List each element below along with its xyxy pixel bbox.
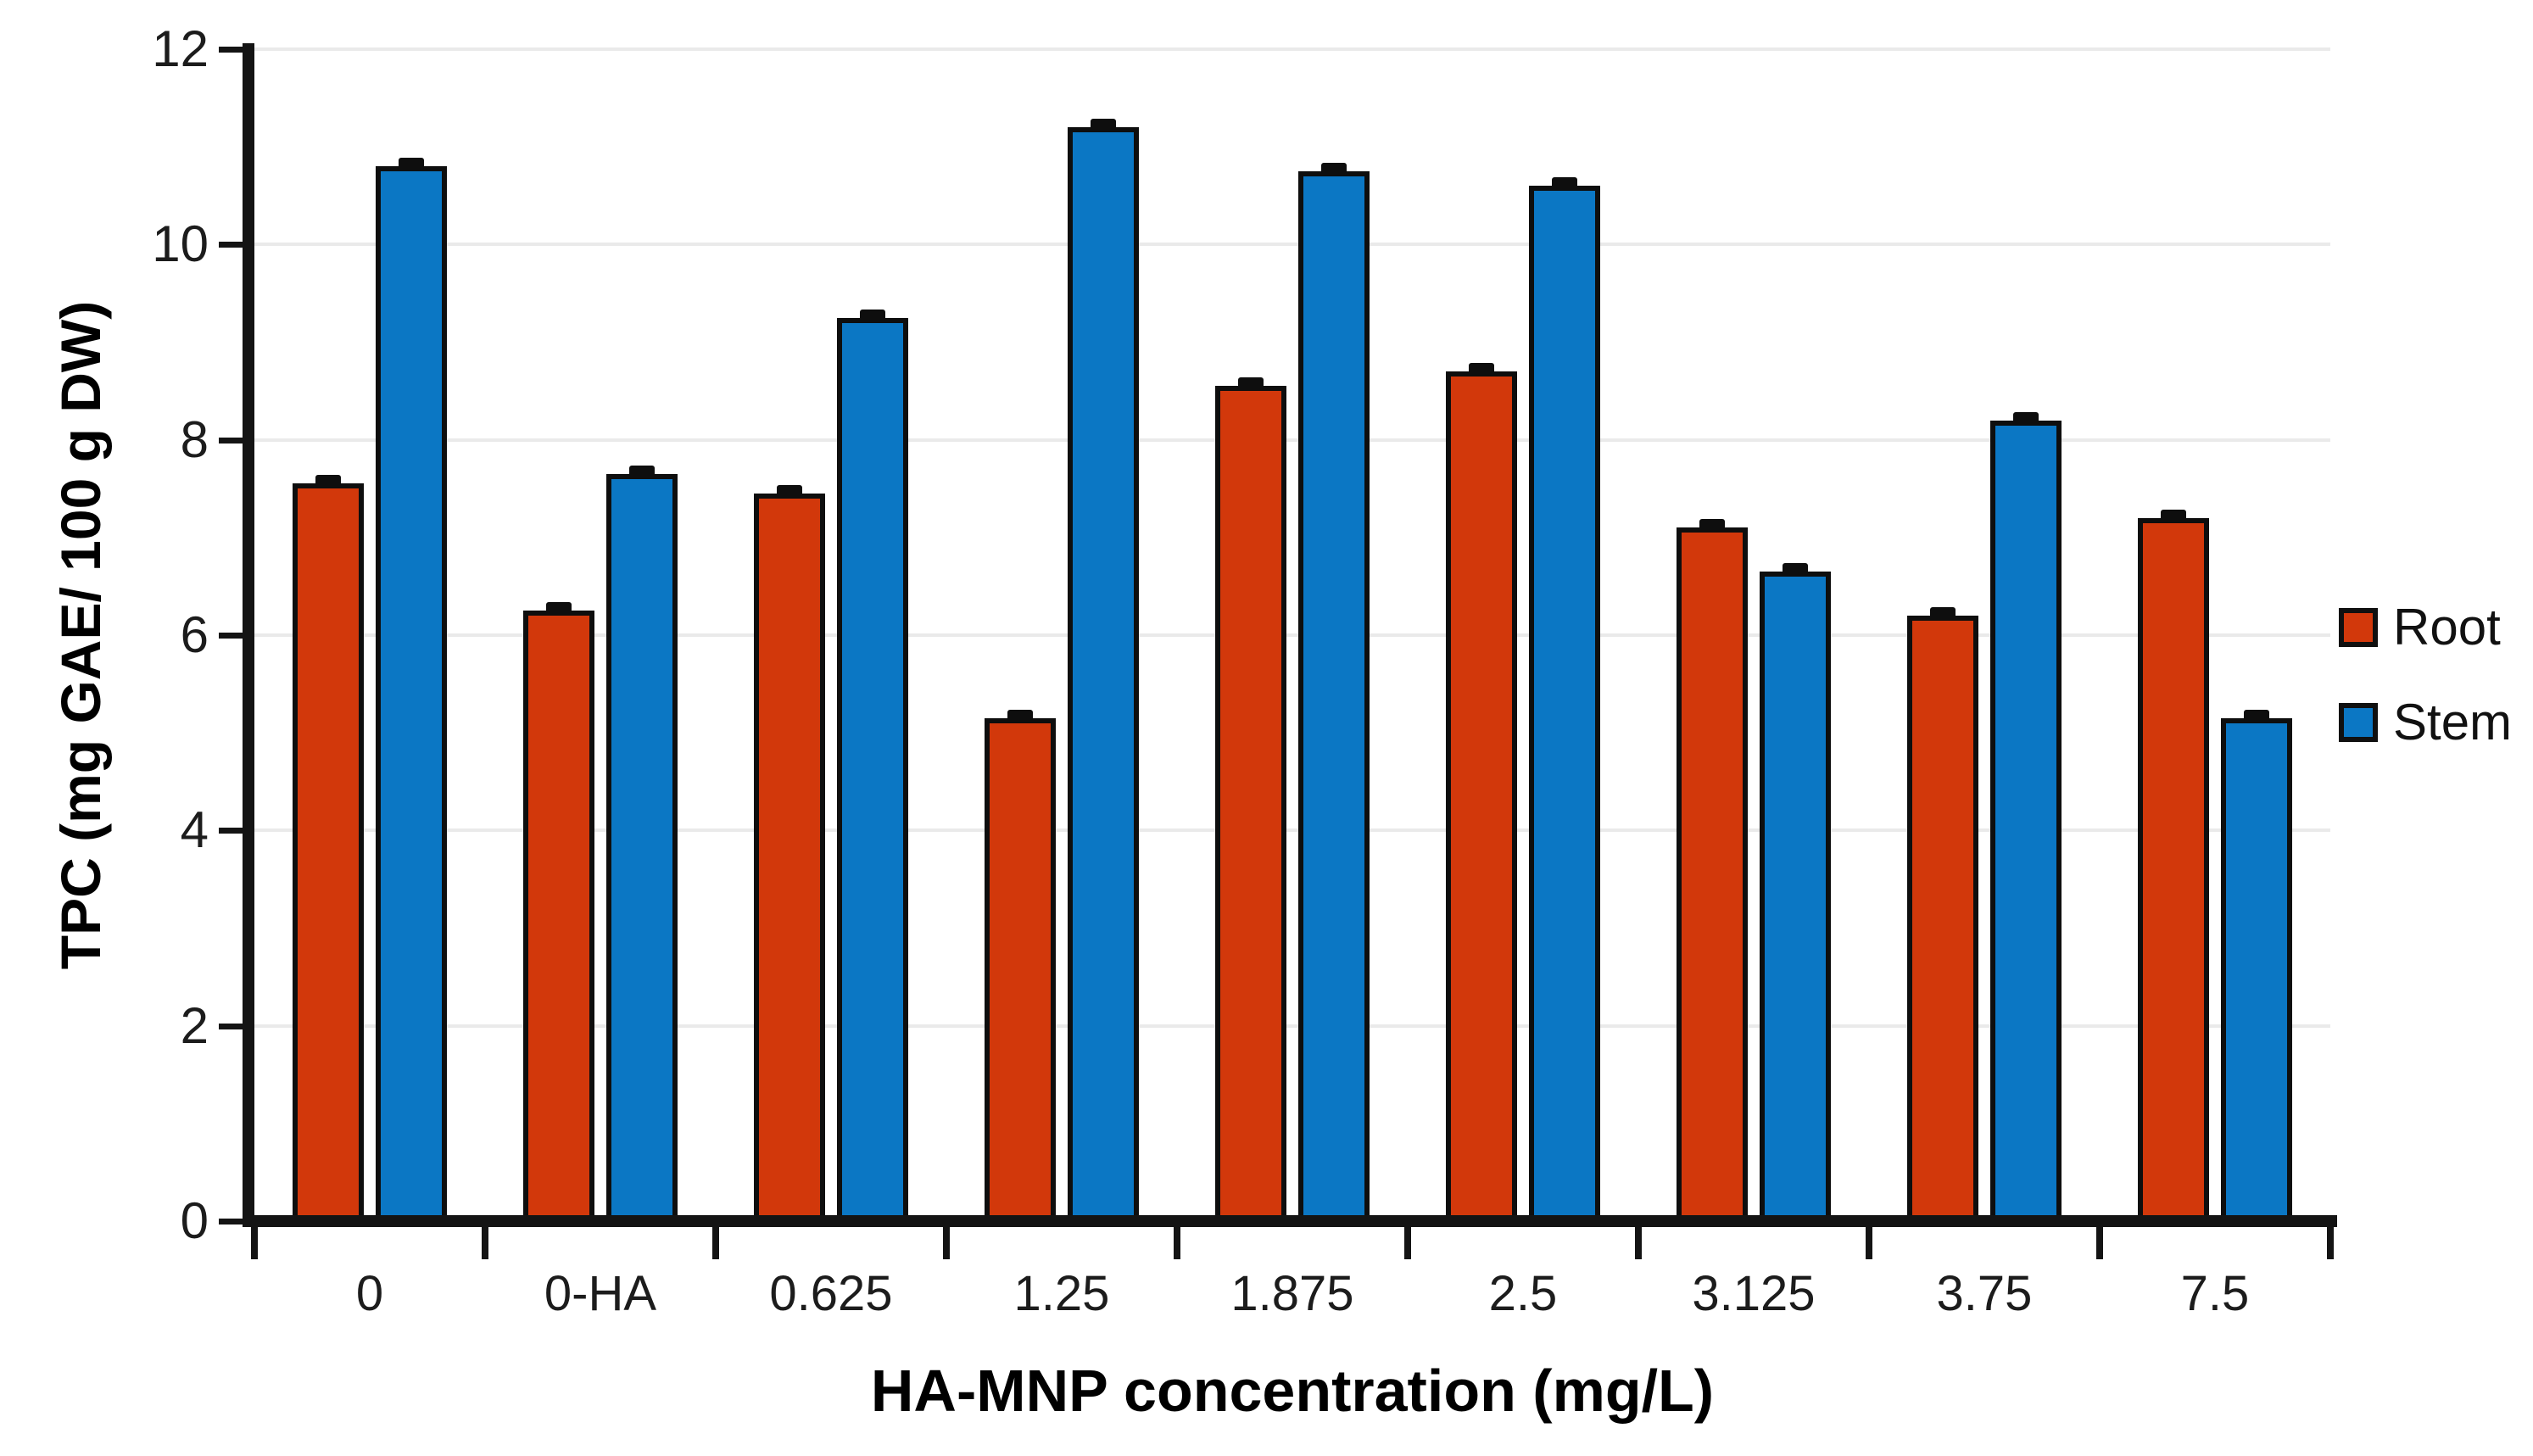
gridline-y4 <box>254 828 2330 833</box>
bar-root-3.75 <box>1907 615 1978 1222</box>
x-tick-5 <box>1404 1227 1411 1259</box>
error-bar-root-0.625 <box>777 485 802 499</box>
error-bar-stem-2.5 <box>1552 177 1577 192</box>
gridline-y6 <box>254 633 2330 637</box>
error-bar-root-0 <box>315 475 341 489</box>
gridline-y12 <box>254 47 2330 51</box>
x-tick-label-3.75: 3.75 <box>1936 1266 2033 1321</box>
error-bar-root-1.25 <box>1007 709 1033 723</box>
y-tick-label-8: 8 <box>180 410 209 468</box>
legend-swatch-stem <box>2339 703 2378 742</box>
x-tick-4 <box>1174 1227 1180 1259</box>
bar-root-1.25 <box>985 717 1056 1222</box>
x-tick-label-1.25: 1.25 <box>1013 1266 1110 1321</box>
y-axis-title: TPC (mg GAE/ 100 g DW) <box>49 300 112 970</box>
y-tick-6 <box>219 633 243 639</box>
legend-item-root: Root <box>2339 602 2501 653</box>
y-tick-4 <box>219 828 243 834</box>
bar-stem-2.5 <box>1529 186 1600 1222</box>
error-bar-stem-1.875 <box>1321 162 1347 176</box>
x-tick-label-2.5: 2.5 <box>1488 1266 1558 1321</box>
bar-root-2.5 <box>1446 371 1517 1222</box>
bar-stem-1.25 <box>1068 127 1139 1222</box>
bar-root-0.625 <box>754 494 825 1222</box>
error-bar-root-0-HA <box>546 602 572 616</box>
error-bar-stem-0.625 <box>860 309 885 323</box>
error-bar-stem-7.5 <box>2244 709 2269 723</box>
gridline-y10 <box>254 243 2330 247</box>
bar-stem-0-HA <box>606 473 678 1222</box>
error-bar-root-3.125 <box>1699 519 1725 533</box>
legend-label-root: Root <box>2393 599 2501 655</box>
bar-stem-1.875 <box>1298 170 1370 1222</box>
y-axis-line <box>243 43 254 1227</box>
y-tick-label-4: 4 <box>180 801 209 859</box>
bar-stem-0.625 <box>837 317 908 1222</box>
x-tick-7 <box>1866 1227 1872 1259</box>
error-bar-stem-1.25 <box>1091 119 1116 133</box>
x-tick-6 <box>1635 1227 1642 1259</box>
legend-label-stem: Stem <box>2393 694 2513 750</box>
x-tick-0 <box>251 1227 258 1259</box>
error-bar-stem-0-HA <box>629 465 655 479</box>
x-tick-2 <box>712 1227 719 1259</box>
x-tick-label-0-HA: 0-HA <box>544 1266 657 1321</box>
x-tick-1 <box>482 1227 488 1259</box>
bar-root-0-HA <box>523 611 594 1222</box>
bar-stem-3.125 <box>1760 572 1831 1222</box>
x-tick-3 <box>943 1227 950 1259</box>
x-axis-title: HA-MNP concentration (mg/L) <box>870 1358 1715 1424</box>
x-tick-label-0.625: 0.625 <box>769 1266 893 1321</box>
error-bar-root-7.5 <box>2161 509 2186 523</box>
y-tick-label-10: 10 <box>152 215 209 273</box>
y-tick-8 <box>219 437 243 443</box>
bar-root-0 <box>293 483 364 1222</box>
bar-root-7.5 <box>2138 517 2209 1222</box>
x-tick-label-1.875: 1.875 <box>1230 1266 1354 1321</box>
error-bar-root-3.75 <box>1930 606 1956 621</box>
gridline-y2 <box>254 1024 2330 1028</box>
x-tick-label-3.125: 3.125 <box>1692 1266 1816 1321</box>
bar-stem-7.5 <box>2221 717 2292 1222</box>
bar-root-3.125 <box>1677 527 1748 1222</box>
y-tick-label-12: 12 <box>152 20 209 77</box>
x-tick-9 <box>2327 1227 2334 1259</box>
x-tick-label-7.5: 7.5 <box>2180 1266 2250 1321</box>
y-tick-label-0: 0 <box>180 1192 209 1249</box>
y-tick-label-6: 6 <box>180 606 209 663</box>
x-tick-8 <box>2096 1227 2103 1259</box>
error-bar-root-2.5 <box>1469 363 1494 377</box>
error-bar-stem-3.125 <box>1783 563 1808 577</box>
y-tick-2 <box>219 1023 243 1029</box>
bar-root-1.875 <box>1215 386 1286 1222</box>
bar-stem-0 <box>376 166 447 1222</box>
y-tick-10 <box>219 242 243 248</box>
legend-swatch-root <box>2339 608 2378 647</box>
x-axis-line <box>243 1215 2337 1227</box>
bar-stem-3.75 <box>1990 420 2062 1222</box>
error-bar-root-1.875 <box>1238 377 1264 392</box>
error-bar-stem-3.75 <box>2013 411 2039 426</box>
y-tick-0 <box>219 1219 243 1224</box>
y-tick-12 <box>219 47 243 53</box>
legend-item-stem: Stem <box>2339 697 2512 748</box>
error-bar-stem-0 <box>399 158 424 172</box>
x-tick-label-0: 0 <box>355 1266 384 1321</box>
gridline-y8 <box>254 438 2330 442</box>
y-tick-label-2: 2 <box>180 996 209 1054</box>
